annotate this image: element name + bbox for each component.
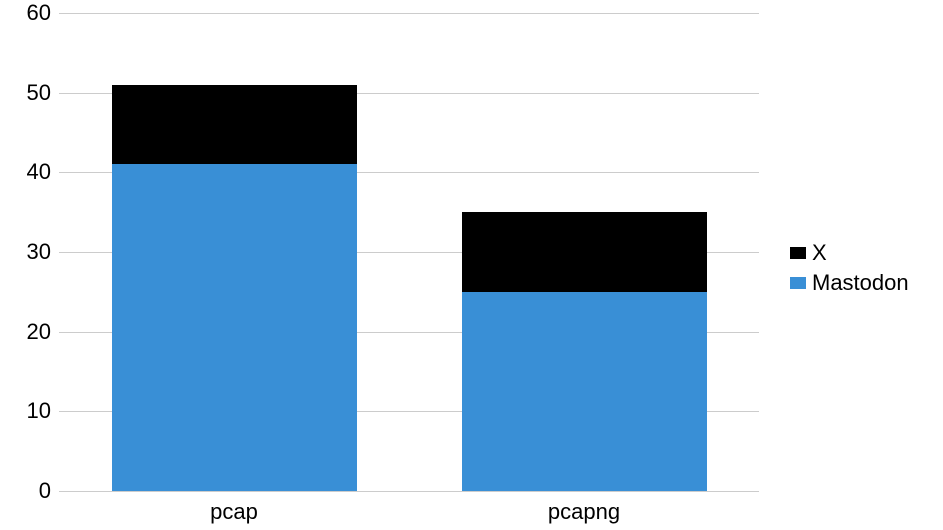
plot-area: 0102030405060pcappcapng [58, 12, 760, 492]
chart-container: 0102030405060pcappcapng XMastodon [0, 0, 943, 530]
y-tick-label: 60 [27, 0, 59, 26]
x-tick-label: pcapng [548, 491, 620, 525]
y-tick-label: 40 [27, 159, 59, 185]
y-tick-label: 0 [39, 478, 59, 504]
gridline [59, 491, 759, 492]
legend: X Mastodon [790, 240, 909, 296]
x-tick-label: pcap [210, 491, 258, 525]
bar-segment-mastodon [112, 164, 357, 491]
legend-item-mastodon: Mastodon [790, 270, 909, 296]
bar-segment-mastodon [462, 292, 707, 491]
bar-group [462, 13, 707, 491]
bar-segment-x [462, 212, 707, 292]
y-tick-label: 20 [27, 319, 59, 345]
legend-swatch-icon [790, 277, 806, 289]
legend-item-x: X [790, 240, 909, 266]
y-tick-label: 50 [27, 80, 59, 106]
y-tick-label: 10 [27, 398, 59, 424]
legend-label: X [812, 240, 827, 266]
y-tick-label: 30 [27, 239, 59, 265]
bar-group [112, 13, 357, 491]
legend-swatch-icon [790, 247, 806, 259]
legend-label: Mastodon [812, 270, 909, 296]
bar-segment-x [112, 85, 357, 165]
